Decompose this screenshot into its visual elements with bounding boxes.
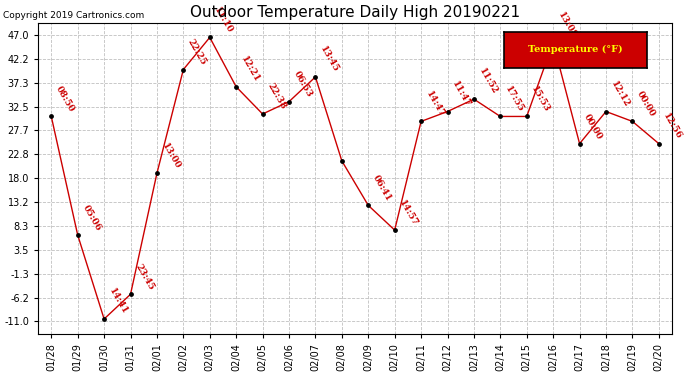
Text: 08:50: 08:50 [54, 85, 76, 114]
Text: 14:47: 14:47 [424, 89, 446, 118]
Point [284, 99, 295, 105]
Text: 14:41: 14:41 [107, 287, 129, 316]
Point [548, 39, 559, 45]
Point [415, 118, 426, 124]
Point [336, 158, 347, 164]
Point [363, 202, 374, 208]
Text: 13:08: 13:08 [556, 10, 578, 40]
Text: 11:52: 11:52 [477, 67, 499, 96]
Point [469, 96, 480, 102]
Point [521, 114, 532, 120]
Text: 15:53: 15:53 [529, 84, 552, 114]
Point [574, 141, 585, 147]
Point [600, 108, 611, 114]
Text: 00:00: 00:00 [582, 112, 604, 141]
Point [99, 316, 110, 322]
Point [230, 84, 241, 90]
Text: 17:55: 17:55 [503, 84, 525, 114]
Text: 05:06: 05:06 [81, 203, 102, 232]
Point [442, 108, 453, 114]
Text: 12:56: 12:56 [662, 111, 684, 141]
Point [257, 111, 268, 117]
Text: 00:00: 00:00 [635, 90, 657, 118]
Point [653, 141, 664, 147]
Text: 14:57: 14:57 [397, 198, 420, 227]
Point [627, 118, 638, 124]
Text: 11:47: 11:47 [451, 80, 473, 109]
Text: 06:41: 06:41 [371, 173, 393, 202]
Text: 22:38: 22:38 [266, 82, 288, 111]
Title: Outdoor Temperature Daily High 20190221: Outdoor Temperature Daily High 20190221 [190, 5, 520, 20]
Text: 22:25: 22:25 [186, 38, 208, 67]
Point [178, 66, 189, 72]
Text: 13:00: 13:00 [159, 141, 181, 171]
Point [204, 34, 215, 40]
Text: 12:12: 12:12 [609, 80, 631, 109]
Text: 11:10: 11:10 [213, 5, 235, 34]
Text: 12:21: 12:21 [239, 55, 261, 84]
Point [125, 291, 136, 297]
Text: 06:53: 06:53 [292, 70, 314, 99]
Point [151, 170, 162, 176]
Text: Copyright 2019 Cartronics.com: Copyright 2019 Cartronics.com [3, 11, 145, 20]
Text: 23:45: 23:45 [133, 262, 155, 291]
Point [389, 227, 400, 233]
Point [310, 74, 321, 80]
Point [46, 114, 57, 120]
Point [72, 232, 83, 238]
Point [495, 114, 506, 120]
Text: 13:45: 13:45 [318, 45, 340, 74]
